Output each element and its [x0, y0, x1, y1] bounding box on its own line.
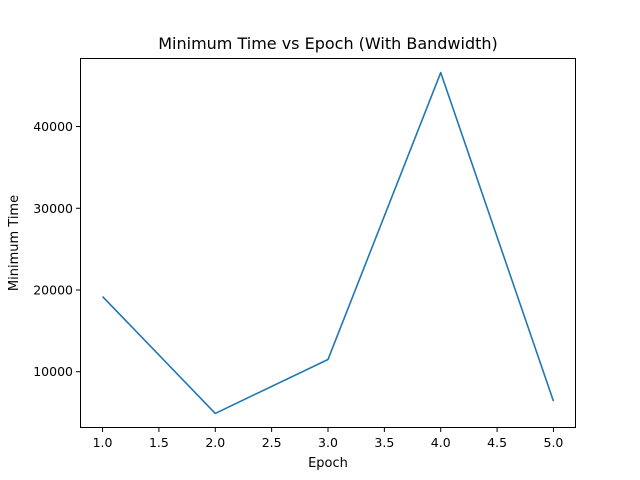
x-axis-label: Epoch: [308, 456, 348, 471]
chart-title: Minimum Time vs Epoch (With Bandwidth): [158, 34, 498, 53]
y-tick-label: 20000: [33, 282, 73, 297]
series-group: [101, 71, 555, 415]
x-axis-ticks: 1.0 1.5 2.0 2.5 3.0 3.5 4.0 4.5 5.0: [93, 428, 564, 450]
y-tick-label: 30000: [33, 201, 73, 216]
x-tick-label: 5.0: [544, 435, 564, 450]
x-tick-label: 2.0: [205, 435, 225, 450]
x-tick-label: 4.5: [487, 435, 507, 450]
x-tick-label: 1.5: [149, 435, 169, 450]
y-axis-ticks: 10000 20000 30000 40000: [33, 119, 80, 379]
x-tick-label: 2.5: [262, 435, 282, 450]
x-tick-label: 3.5: [374, 435, 394, 450]
x-tick-label: 3.0: [318, 435, 338, 450]
y-axis-label: Minimum Time: [7, 195, 22, 291]
y-tick-label: 40000: [33, 119, 73, 134]
plot-frame: [80, 58, 576, 428]
y-tick-label: 10000: [33, 364, 73, 379]
x-tick-label: 4.0: [431, 435, 451, 450]
series-line: [101, 71, 555, 415]
x-tick-label: 1.0: [93, 435, 113, 450]
